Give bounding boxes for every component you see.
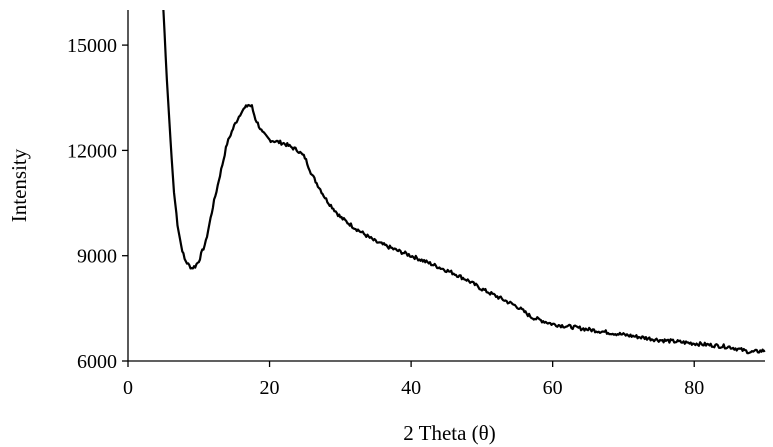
y-tick-label: 12000	[67, 140, 117, 162]
x-axis-ticks: 0 20 40 60 80	[123, 361, 704, 399]
y-axis-title: Intensity	[7, 148, 31, 222]
x-tick-label: 60	[543, 377, 563, 399]
x-tick-label: 20	[260, 377, 280, 399]
y-tick-label: 15000	[67, 35, 117, 57]
x-axis-title: 2 Theta (θ)	[403, 421, 495, 445]
x-tick-label: 0	[123, 377, 133, 399]
x-tick-label: 40	[401, 377, 421, 399]
intensity-series-line	[162, 9, 766, 355]
y-axis-ticks: 6000 9000 12000 15000	[67, 35, 128, 373]
y-tick-label: 6000	[77, 351, 117, 373]
x-tick-label: 80	[684, 377, 704, 399]
y-tick-label: 9000	[77, 246, 117, 268]
